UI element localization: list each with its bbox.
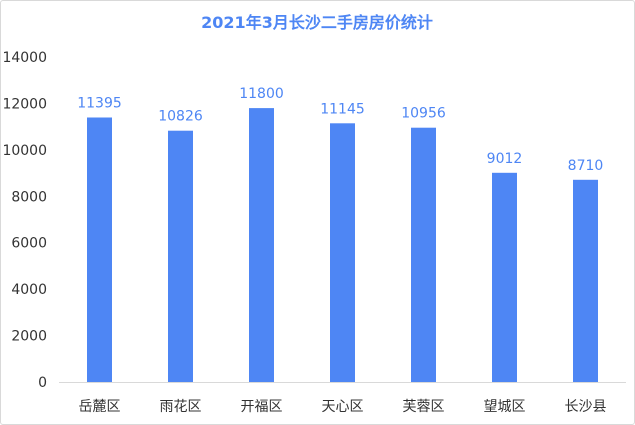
bar-value-label: 10826 (158, 109, 203, 125)
bar (249, 108, 274, 382)
data-labels-group: 11395 10826 11800 11145 10956 9012 8710 (77, 86, 603, 174)
bar-value-label: 11800 (239, 86, 284, 102)
y-tick-label: 4000 (11, 282, 47, 298)
x-tick-label: 天心区 (322, 399, 364, 415)
y-tick-label: 0 (38, 375, 47, 391)
bar (330, 123, 355, 383)
bar (168, 130, 193, 382)
x-axis-ticks: 岳麓区 雨花区 开福区 天心区 芙蓉区 望城区 长沙县 (79, 398, 607, 415)
y-tick-label: 8000 (11, 189, 47, 205)
bar (573, 179, 598, 382)
bar-value-label: 8710 (568, 158, 604, 174)
bar (411, 127, 436, 382)
bar (87, 117, 112, 382)
y-tick-label: 14000 (2, 50, 47, 66)
x-tick-label: 芙蓉区 (403, 398, 445, 415)
bar-value-label: 11395 (77, 96, 122, 112)
y-tick-label: 2000 (11, 329, 47, 345)
bar (492, 172, 517, 382)
y-axis-ticks: 0 2000 4000 6000 8000 10000 12000 14000 (2, 50, 47, 391)
y-tick-label: 6000 (11, 236, 47, 252)
y-tick-label: 10000 (2, 143, 47, 159)
x-tick-label: 雨花区 (160, 399, 202, 415)
chart-title: 2021年3月长沙二手房房价统计 (201, 13, 433, 32)
x-tick-label: 长沙县 (565, 399, 607, 415)
x-tick-label: 岳麓区 (79, 399, 121, 415)
bars-group (87, 108, 598, 383)
y-tick-label: 12000 (2, 96, 47, 112)
bar-value-label: 10956 (401, 106, 446, 122)
x-tick-label: 开福区 (241, 399, 283, 415)
bar-value-label: 11145 (320, 101, 365, 117)
x-tick-label: 望城区 (484, 399, 526, 415)
bar-value-label: 9012 (487, 151, 523, 167)
